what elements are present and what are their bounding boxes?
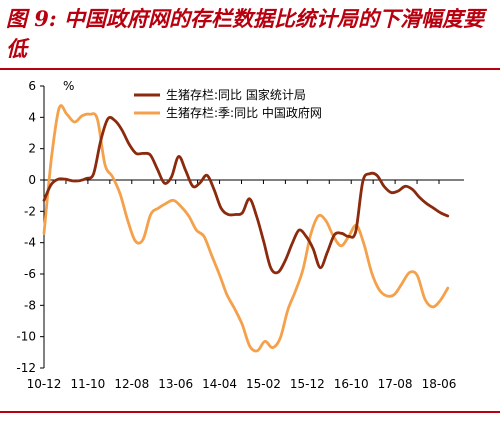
x-tick-label: 12-08 [114,377,149,391]
legend-label: 生猪存栏:同比 国家统计局 [166,87,306,102]
x-tick-label: 14-04 [202,377,237,391]
y-tick-label: -4 [24,236,36,250]
y-tick-label: -12 [16,361,36,375]
x-axis: 10-12 11-10 12-08 13-06 14-04 15-02 15-12 16-10… [27,179,464,391]
x-tick-label: 17-08 [378,377,413,391]
y-tick-label: -2 [24,204,36,218]
y-tick-label: -8 [24,298,36,312]
series-line-nbs [42,116,450,275]
series-layer [42,104,450,353]
x-tick-label: 18-06 [422,377,457,391]
x-tick-label: 10-12 [27,377,62,391]
legend-label: 生猪存栏:季:同比 中国政府网 [166,105,322,120]
x-tick-label: 15-12 [290,377,325,391]
y-tick-label: -6 [24,267,36,281]
y-tick-label: -10 [16,330,36,344]
x-tick-label: 16-10 [334,377,369,391]
y-tick-label: 2 [28,142,36,156]
title-divider [0,68,500,70]
x-tick-label: 13-06 [158,377,193,391]
series-line-gov [42,104,450,353]
y-axis-unit-label: % [63,79,74,93]
chart-title: 图 9: 中国政府网的存栏数据比统计局的下滑幅度要低 [6,6,484,61]
x-tick-label: 15-02 [246,377,281,391]
y-tick-label: 6 [28,79,36,93]
y-tick-label: 0 [28,173,36,187]
y-tick-label: 4 [28,110,36,124]
footer-divider [0,411,500,413]
x-tick-label: 11-10 [70,377,105,391]
